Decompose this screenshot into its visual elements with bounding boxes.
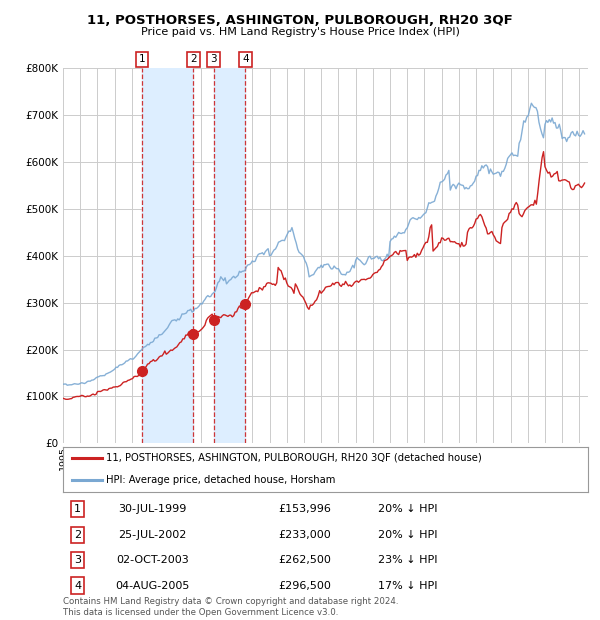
Text: 02-OCT-2003: 02-OCT-2003 xyxy=(116,555,188,565)
Text: £296,500: £296,500 xyxy=(278,580,331,591)
Text: 3: 3 xyxy=(74,555,81,565)
Text: 11, POSTHORSES, ASHINGTON, PULBOROUGH, RH20 3QF (detached house): 11, POSTHORSES, ASHINGTON, PULBOROUGH, R… xyxy=(106,453,482,463)
Text: 11, POSTHORSES, ASHINGTON, PULBOROUGH, RH20 3QF: 11, POSTHORSES, ASHINGTON, PULBOROUGH, R… xyxy=(87,14,513,27)
Text: 30-JUL-1999: 30-JUL-1999 xyxy=(118,504,187,515)
Text: £153,996: £153,996 xyxy=(278,504,331,515)
Text: 1: 1 xyxy=(74,504,81,515)
Text: 23% ↓ HPI: 23% ↓ HPI xyxy=(378,555,437,565)
Bar xyxy=(214,68,245,443)
Text: 4: 4 xyxy=(242,55,248,64)
Text: 25-JUL-2002: 25-JUL-2002 xyxy=(118,529,187,540)
Text: HPI: Average price, detached house, Horsham: HPI: Average price, detached house, Hors… xyxy=(106,475,335,485)
Text: 17% ↓ HPI: 17% ↓ HPI xyxy=(378,580,437,591)
Text: 20% ↓ HPI: 20% ↓ HPI xyxy=(378,504,437,515)
Text: Price paid vs. HM Land Registry's House Price Index (HPI): Price paid vs. HM Land Registry's House … xyxy=(140,27,460,37)
Text: 2: 2 xyxy=(190,55,197,64)
Text: 2: 2 xyxy=(74,529,81,540)
Text: Contains HM Land Registry data © Crown copyright and database right 2024.
This d: Contains HM Land Registry data © Crown c… xyxy=(63,598,398,617)
Bar xyxy=(142,68,193,443)
Text: £262,500: £262,500 xyxy=(278,555,331,565)
Text: £233,000: £233,000 xyxy=(278,529,331,540)
Text: 04-AUG-2005: 04-AUG-2005 xyxy=(115,580,190,591)
Text: 20% ↓ HPI: 20% ↓ HPI xyxy=(378,529,437,540)
Text: 1: 1 xyxy=(139,55,145,64)
Text: 3: 3 xyxy=(211,55,217,64)
Text: 4: 4 xyxy=(74,580,81,591)
